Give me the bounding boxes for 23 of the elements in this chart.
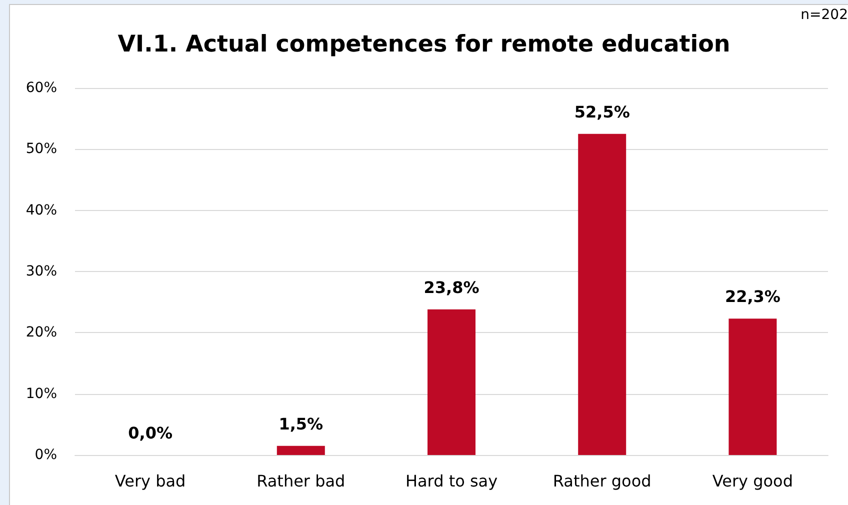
chart-title: VI.1. Actual competences for remote education <box>118 32 730 58</box>
x-tick-label: Rather bad <box>256 472 346 490</box>
x-tick-label: Very bad <box>114 472 186 490</box>
y-tick-label: 50% <box>26 141 57 158</box>
data-label: 1,5% <box>278 414 324 434</box>
bar <box>578 134 626 455</box>
y-tick-label: 30% <box>26 264 57 280</box>
text: n=202 <box>800 7 848 23</box>
y-tick-label: 10% <box>26 386 57 402</box>
data-label: 0,0% <box>128 424 172 442</box>
y-tick-label: 60% <box>26 80 57 96</box>
y-tick-label: 20% <box>26 324 57 341</box>
bar <box>428 309 476 455</box>
bar <box>276 446 325 455</box>
x-tick-label: Rather good <box>552 472 652 490</box>
data-label: 22,3% <box>724 287 780 306</box>
y-tick-label: 40% <box>26 202 57 218</box>
data-label: 23,8% <box>424 278 480 297</box>
x-tick-label: Hard to say <box>405 472 498 490</box>
y-tick-label: 0% <box>34 447 57 463</box>
data-label: 52,5% <box>574 102 630 122</box>
x-tick-label: Very good <box>712 472 793 490</box>
bar <box>728 318 777 455</box>
